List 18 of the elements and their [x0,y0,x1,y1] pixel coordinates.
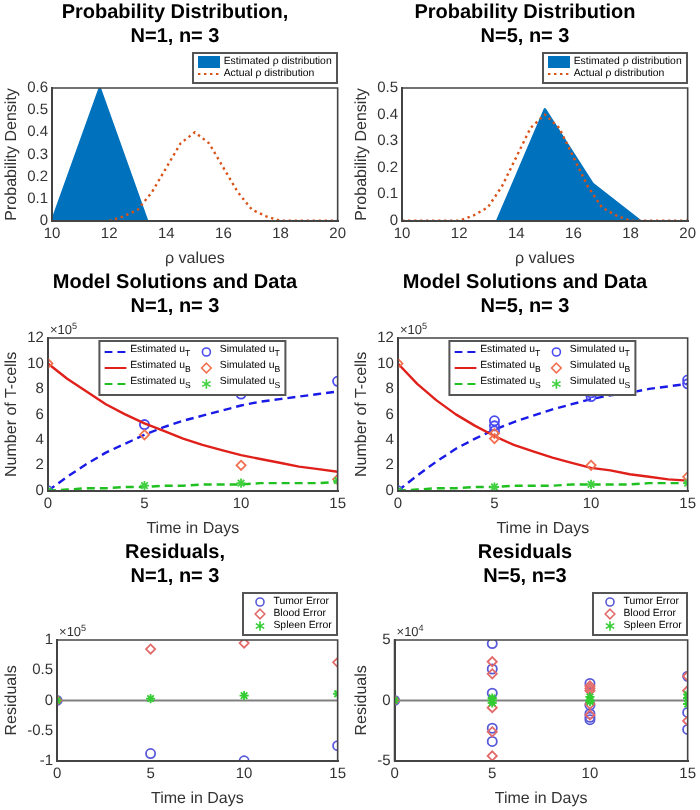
y-axis-title: Probability Density [2,88,21,221]
x-axis-title: ρ values [164,248,225,267]
y-axis-title: Probability Density [352,88,371,221]
x-axis-title: Time in Days [496,518,590,537]
x-axis-title: ρ values [514,248,575,267]
chart-title: Model Solutions and Data N=1, n= 3 [50,270,300,320]
x-axis-title: Time in Days [494,788,588,807]
y-axis-title: Number of T-cells [2,351,21,477]
chart-title: Probability Distribution N=5, n= 3 [412,0,638,50]
x-axis-title: Time in Days [146,518,240,537]
y-axis-title: Residuals [2,665,21,736]
chart-title: Residuals N=5, n=3 [475,540,575,590]
y-axis-title: Residuals [352,665,371,736]
x-axis-title: Time in Days [150,788,244,807]
chart-title: Model Solutions and Data N=5, n= 3 [400,270,650,320]
chart-title: Residuals, N=1, n= 3 [122,540,228,590]
y-axis-title: Number of T-cells [352,351,371,477]
chart-title: Probability Distribution, N=1, n= 3 [59,0,291,50]
